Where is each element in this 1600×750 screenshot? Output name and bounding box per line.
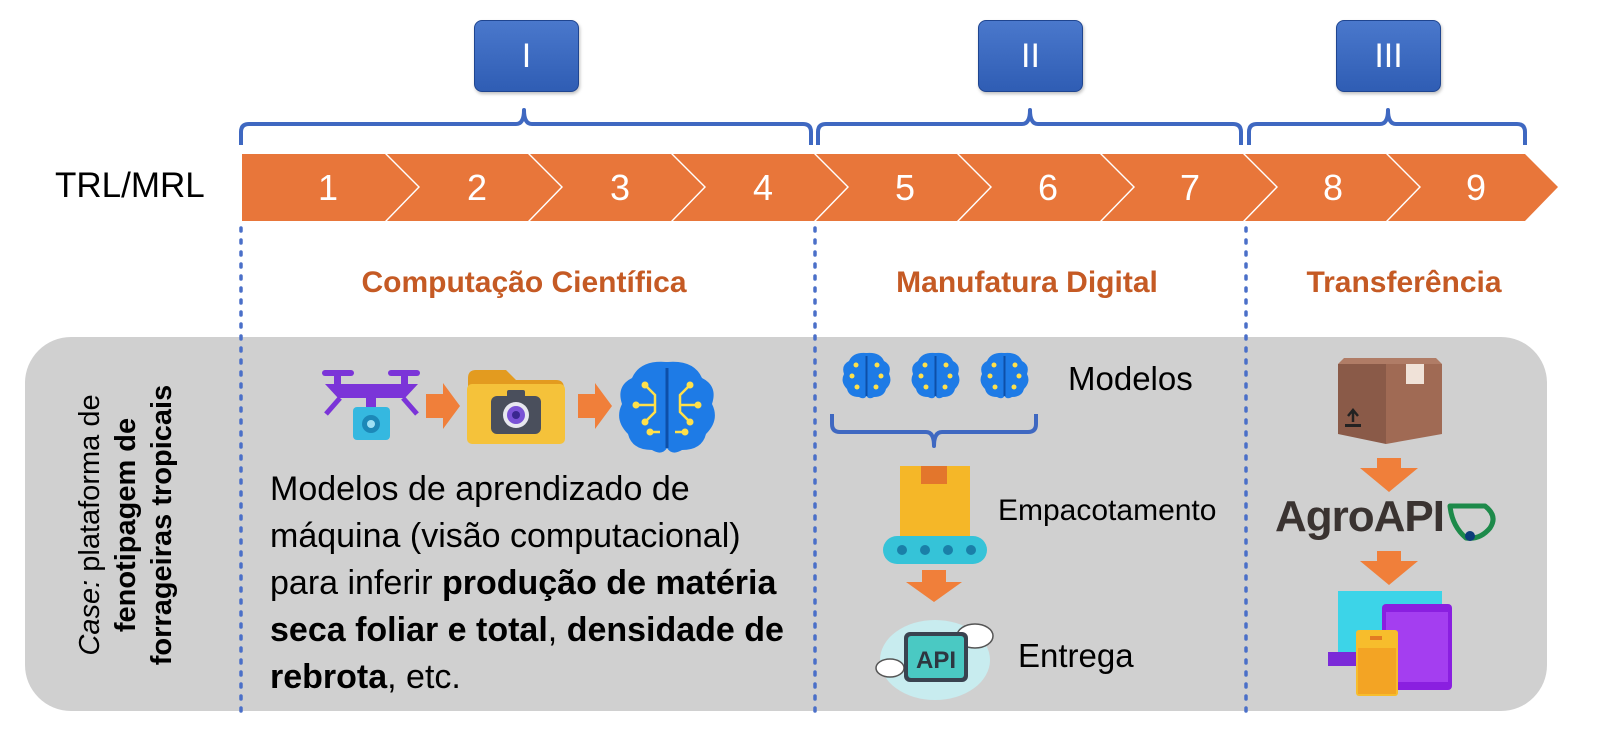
desc-part3: , etc. xyxy=(387,658,461,696)
trl-level-4: 4 xyxy=(753,167,773,208)
chevron-8 xyxy=(1245,154,1419,221)
chevron-7 xyxy=(1102,154,1276,221)
chevron-1 xyxy=(242,154,418,221)
brain-icon-small-2 xyxy=(911,352,960,399)
package-icon xyxy=(1338,358,1442,444)
trl-level-1: 1 xyxy=(318,167,338,208)
flow-arrow-2 xyxy=(578,383,612,429)
label-entrega: Entrega xyxy=(1018,637,1134,674)
phase-label-2: II xyxy=(1021,36,1040,75)
flow-arrow-down-2 xyxy=(1360,458,1418,492)
devices-icon xyxy=(1328,591,1452,696)
trl-level-6: 6 xyxy=(1038,167,1058,208)
trl-level-7: 7 xyxy=(1180,167,1200,208)
trl-level-5: 5 xyxy=(895,167,915,208)
label-modelos: Modelos xyxy=(1068,360,1193,397)
model-description: Modelos de aprendizado de máquina (visão… xyxy=(270,466,810,701)
case-label: Case: plataforma de fenotipagem de forra… xyxy=(72,355,180,695)
phase-label-1: I xyxy=(521,36,532,75)
trl-arrow xyxy=(242,154,1558,221)
chevron-3 xyxy=(530,154,704,221)
desc-part1: Modelos de aprendizado de máquina (visão… xyxy=(270,470,741,602)
chevron-5 xyxy=(816,154,990,221)
phase-label-3: III xyxy=(1374,36,1403,75)
flow-arrow-down-1 xyxy=(906,570,962,602)
label-empacotamento: Empacotamento xyxy=(998,494,1217,527)
agroapi-logo: AgroAPI xyxy=(1275,492,1445,541)
trl-level-8: 8 xyxy=(1323,167,1343,208)
trl-mrl-label: TRL/MRL xyxy=(55,166,205,205)
phase-box-2: II xyxy=(978,20,1083,92)
case-prefix: Case: xyxy=(74,579,106,656)
brain-icon-small-3 xyxy=(980,352,1029,399)
trl-level-3: 3 xyxy=(610,167,630,208)
chevron-9 xyxy=(1388,154,1558,221)
chevron-6 xyxy=(959,154,1133,221)
brain-icon-small-1 xyxy=(842,352,891,399)
bracket-phase-2 xyxy=(816,108,1243,145)
bracket-phase-3 xyxy=(1247,108,1527,145)
chevron-4 xyxy=(673,154,847,221)
brain-icon xyxy=(619,361,715,453)
phase-box-1: I xyxy=(474,20,579,92)
section-title-computacao: Computação Científica xyxy=(361,266,687,299)
case-line1-text: plataforma de xyxy=(74,394,106,580)
trl-level-9: 9 xyxy=(1466,167,1486,208)
desc-bold2: densidade de rebrota xyxy=(270,611,784,696)
camera-folder-icon xyxy=(467,370,565,444)
case-label-line1: Case: plataforma de xyxy=(72,355,108,695)
api-cloud-icon: API xyxy=(875,620,994,700)
case-label-line3: forrageiras tropicais xyxy=(146,384,178,666)
case-panel xyxy=(25,337,1547,711)
desc-part2: , xyxy=(547,611,567,649)
api-badge-text: API xyxy=(916,647,956,674)
agroapi-leaf-icon xyxy=(1447,503,1496,541)
flow-arrow-down-3 xyxy=(1360,551,1418,585)
case-label-line2: fenotipagem de xyxy=(110,417,142,633)
bracket-phase-1 xyxy=(239,108,813,145)
flow-arrow-1 xyxy=(426,383,460,429)
conveyor-box-icon xyxy=(883,466,987,564)
drone-icon xyxy=(322,370,420,440)
chevron-2 xyxy=(387,154,561,221)
bracket-modelos xyxy=(830,414,1038,448)
desc-bold1: produção de matéria seca foliar e total xyxy=(270,564,777,649)
trl-level-2: 2 xyxy=(467,167,487,208)
phase-box-3: III xyxy=(1336,20,1441,92)
section-title-transferencia: Transferência xyxy=(1306,266,1502,299)
section-title-manufatura: Manufatura Digital xyxy=(896,266,1158,299)
